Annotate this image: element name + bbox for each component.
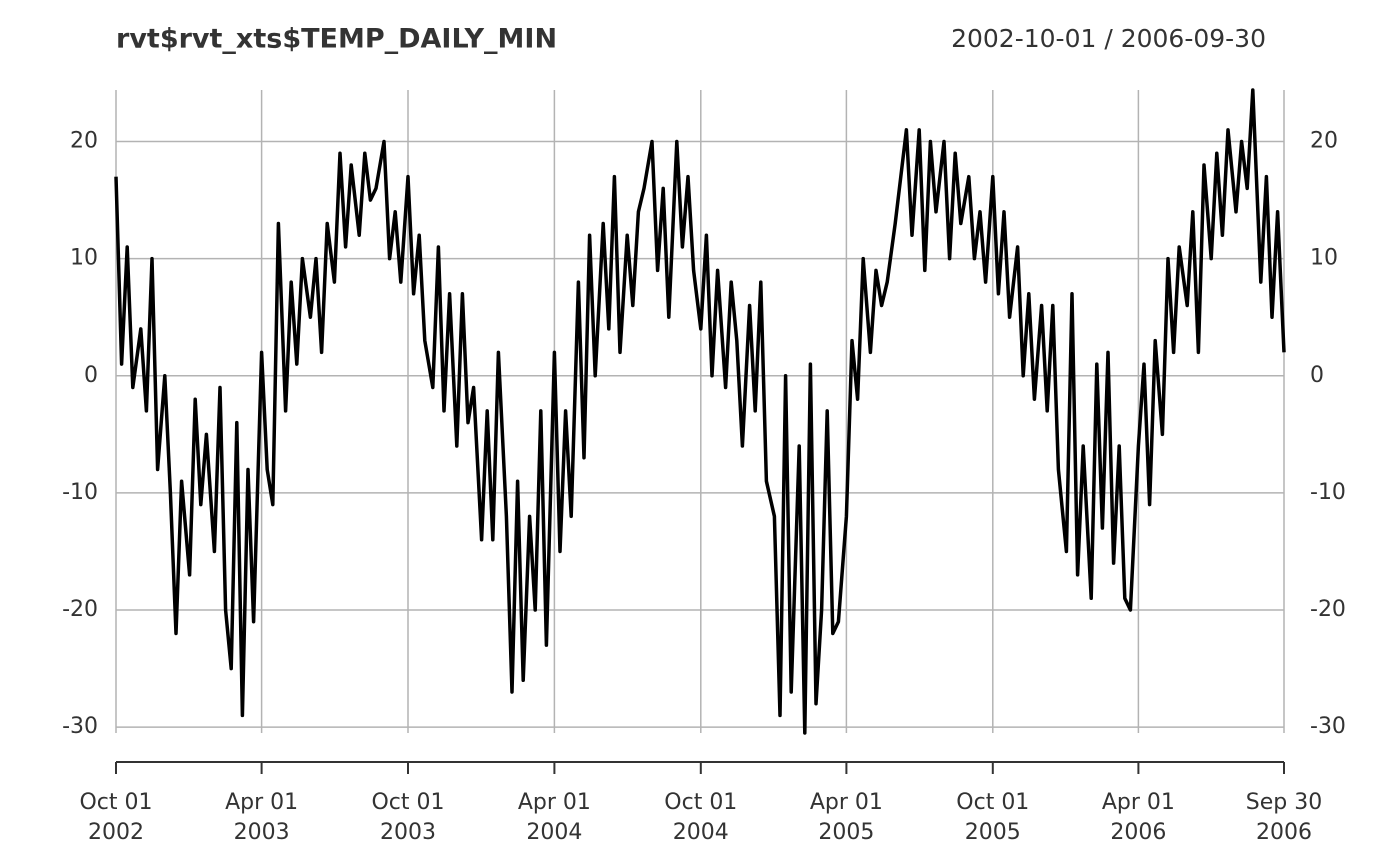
- y-tick-label-right: -30: [1310, 714, 1346, 739]
- y-tick-label-right: -20: [1310, 597, 1346, 622]
- x-tick-label: Oct 01: [956, 790, 1029, 815]
- x-tick-label: Apr 01: [518, 790, 591, 815]
- y-tick-label: 10: [70, 246, 98, 271]
- temperature-line: [114, 88, 1286, 735]
- x-tick-label: Sep 30: [1246, 790, 1322, 815]
- x-tick-label: 2002: [88, 820, 144, 845]
- x-tick-label: Apr 01: [1102, 790, 1175, 815]
- chart-title: rvt$rvt_xts$TEMP_DAILY_MIN: [116, 24, 557, 55]
- x-tick-label: Oct 01: [371, 790, 444, 815]
- y-tick-label-right: 10: [1310, 246, 1338, 271]
- x-tick-label: 2005: [965, 820, 1021, 845]
- y-tick-label-right: 20: [1310, 129, 1338, 154]
- x-tick-label: Oct 01: [79, 790, 152, 815]
- x-tick-label: Apr 01: [225, 790, 298, 815]
- x-tick-label: Oct 01: [664, 790, 737, 815]
- x-tick-label: 2004: [526, 820, 582, 845]
- y-tick-label: -20: [62, 597, 98, 622]
- x-tick-label: 2003: [234, 820, 290, 845]
- x-tick-label: 2004: [673, 820, 729, 845]
- y-tick-label: 0: [84, 363, 98, 388]
- y-tick-label: -30: [62, 714, 98, 739]
- x-tick-label: 2003: [380, 820, 436, 845]
- x-tick-label: Apr 01: [810, 790, 883, 815]
- x-tick-label: 2006: [1256, 820, 1312, 845]
- x-tick-label: 2006: [1110, 820, 1166, 845]
- date-range: 2002-10-01 / 2006-09-30: [951, 24, 1266, 53]
- x-tick-label: 2005: [818, 820, 874, 845]
- y-tick-label-right: -10: [1310, 480, 1346, 505]
- y-tick-label: -10: [62, 480, 98, 505]
- y-tick-label: 20: [70, 129, 98, 154]
- y-tick-label-right: 0: [1310, 363, 1324, 388]
